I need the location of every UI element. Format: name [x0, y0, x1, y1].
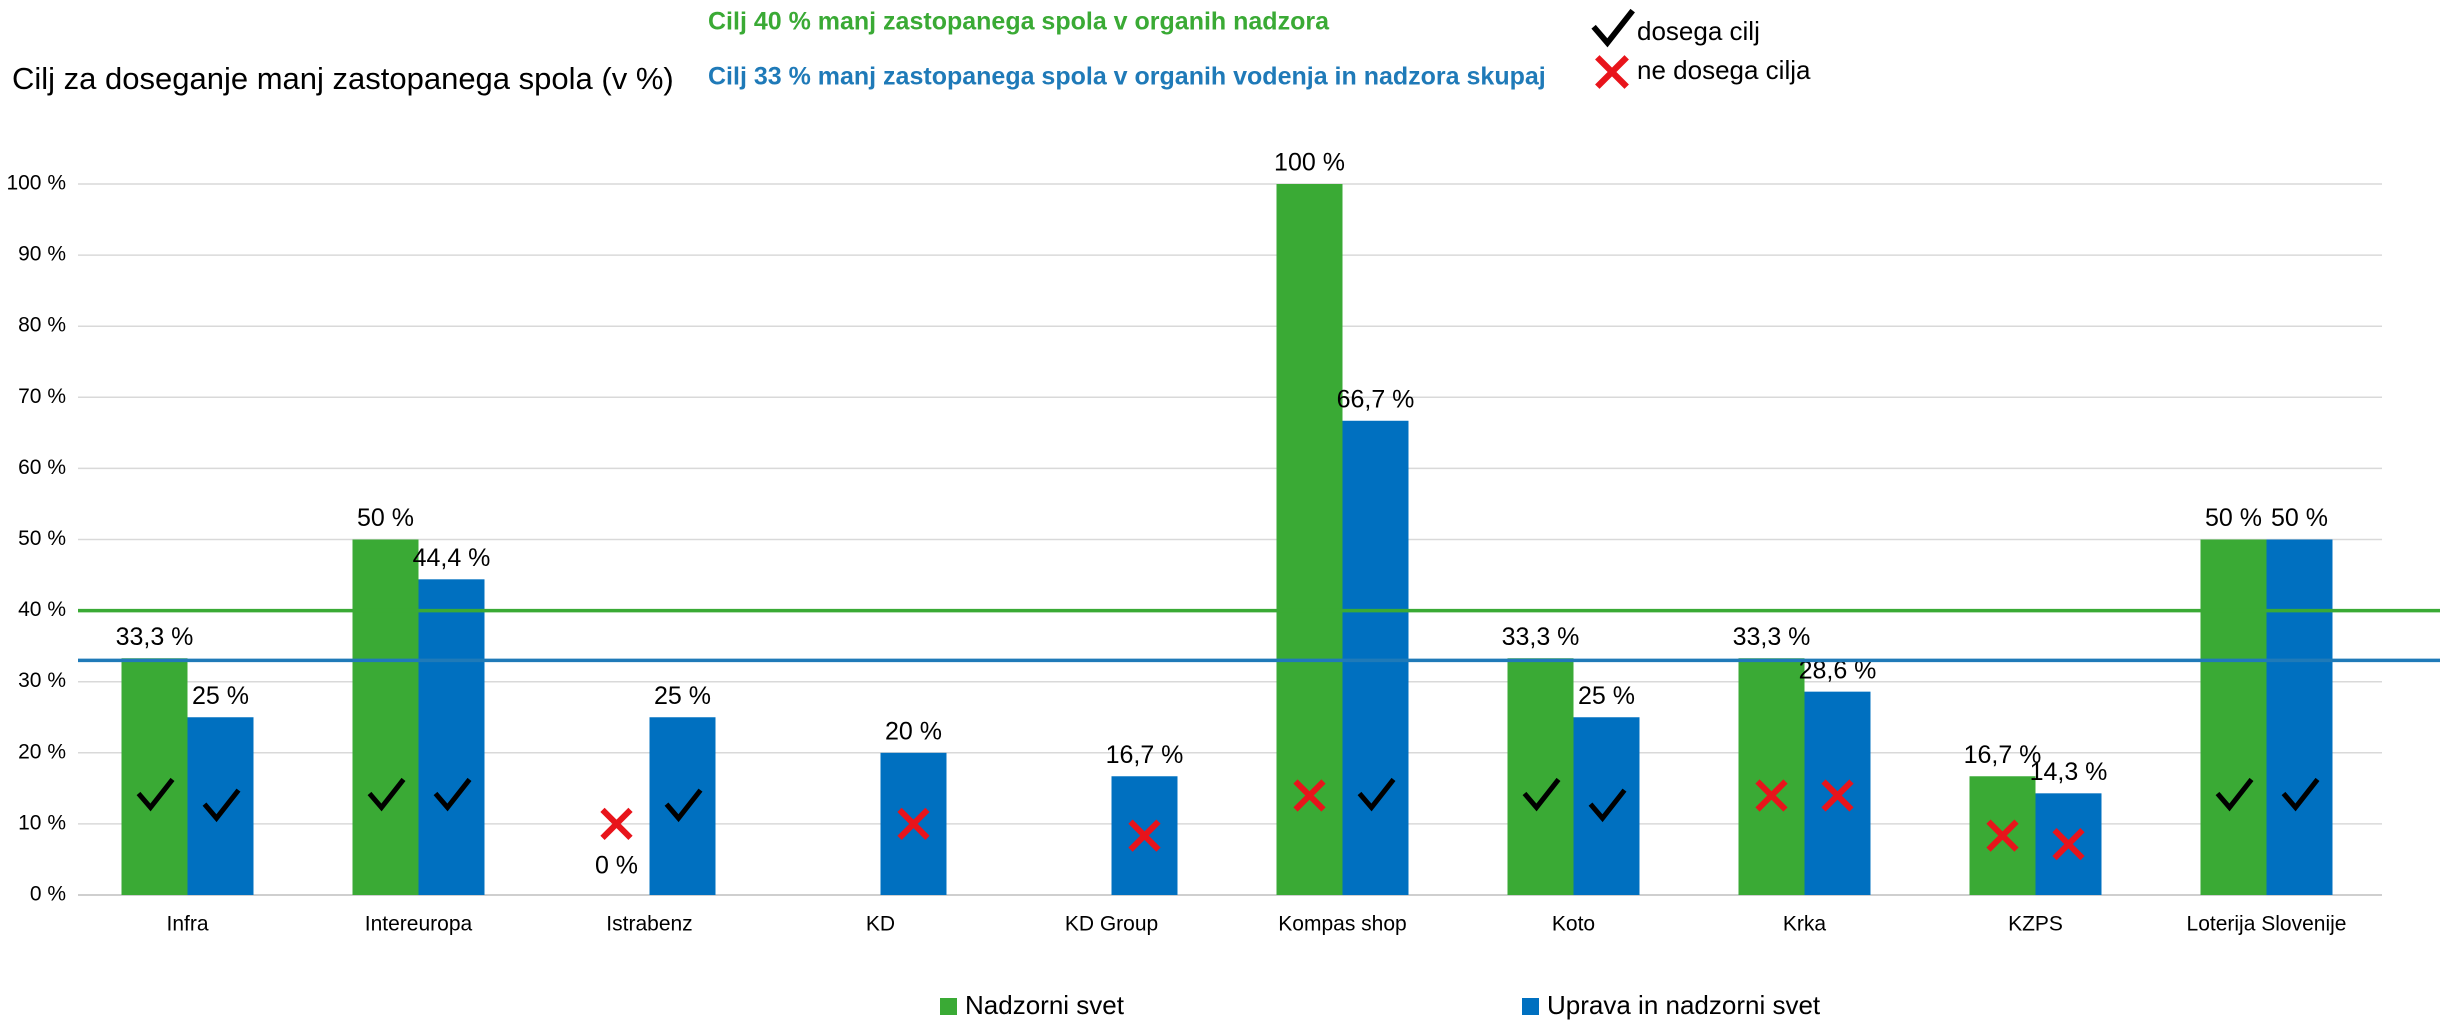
bar [1738, 658, 1805, 895]
value-label: 44,4 % [413, 544, 491, 572]
value-label: 50 % [2271, 504, 2328, 532]
status-check [136, 777, 175, 812]
legend-check [1591, 8, 1635, 48]
bar [1342, 420, 1409, 895]
x-tick-label: Infra [166, 913, 208, 936]
bar [649, 717, 716, 895]
status-check [1357, 777, 1396, 812]
legend-swatch [940, 998, 957, 1015]
status-cross [1821, 779, 1854, 812]
value-label: 20 % [885, 717, 942, 745]
value-label: 0 % [595, 852, 638, 880]
status-check [433, 777, 472, 812]
y-tick-label: 100 % [6, 172, 66, 195]
value-label: 33,3 % [1733, 623, 1811, 651]
x-tick-label: KD [866, 913, 895, 936]
status-cross [600, 807, 633, 841]
legend-label: Uprava in nadzorni svet [1547, 990, 1821, 1020]
status-cross [1293, 779, 1326, 812]
reference-label: Cilj 40 % manj zastopanega spola v organ… [708, 8, 1330, 36]
value-label: 33,3 % [1502, 623, 1580, 651]
reference-label: Cilj 33 % manj zastopanega spola v organ… [708, 63, 1546, 91]
x-tick-label: Loterija Slovenije [2187, 913, 2347, 936]
legend-label: Nadzorni svet [965, 990, 1125, 1020]
value-label: 16,7 % [1106, 741, 1184, 769]
legend-swatch [1522, 998, 1539, 1015]
x-tick-label: Koto [1552, 913, 1595, 936]
status-cross [2052, 828, 2085, 861]
x-tick-label: KZPS [2008, 913, 2063, 936]
status-cross [897, 807, 930, 841]
bar [1573, 717, 1640, 895]
chart-title: Cilj za doseganje manj zastopanega spola… [12, 61, 674, 96]
bar [2266, 539, 2333, 895]
x-tick-label: Kompas shop [1278, 913, 1406, 936]
y-tick-label: 0 % [30, 883, 66, 906]
status-check [664, 788, 703, 823]
status-check [202, 788, 241, 823]
y-tick-label: 50 % [18, 527, 66, 550]
y-tick-label: 60 % [18, 456, 66, 479]
bar [2200, 539, 2267, 895]
x-tick-label: KD Group [1065, 913, 1158, 936]
value-label: 66,7 % [1337, 385, 1415, 413]
bar [121, 658, 188, 895]
value-label: 50 % [357, 504, 414, 532]
y-tick-label: 40 % [18, 598, 66, 621]
status-cross [1128, 819, 1161, 852]
value-label: 14,3 % [2030, 758, 2108, 786]
status-cross [1755, 779, 1788, 812]
y-tick-label: 20 % [18, 740, 66, 763]
x-tick-label: Istrabenz [606, 913, 692, 936]
status-check [2215, 777, 2254, 812]
status-check [1588, 788, 1627, 823]
bar [418, 579, 485, 895]
legend-label: dosega cilj [1637, 16, 1760, 46]
y-tick-label: 70 % [18, 385, 66, 408]
bar [1507, 658, 1574, 895]
status-check [367, 777, 406, 812]
x-tick-label: Krka [1783, 913, 1827, 936]
value-label: 33,3 % [116, 623, 194, 651]
y-tick-label: 80 % [18, 314, 66, 337]
x-tick-label: Intereuropa [365, 913, 473, 936]
bar [187, 717, 254, 895]
value-label: 25 % [654, 682, 711, 710]
y-tick-label: 30 % [18, 669, 66, 692]
value-label: 25 % [192, 682, 249, 710]
status-check [1522, 777, 1561, 812]
y-tick-label: 90 % [18, 243, 66, 266]
value-label: 100 % [1274, 149, 1345, 177]
bar [352, 539, 419, 895]
status-cross [1986, 819, 2019, 852]
value-label: 50 % [2205, 504, 2262, 532]
value-label: 16,7 % [1964, 741, 2042, 769]
bar [1276, 184, 1343, 895]
value-label: 25 % [1578, 682, 1635, 710]
legend-label: ne dosega cilja [1637, 55, 1811, 85]
status-check [2281, 777, 2320, 812]
legend-cross [1595, 55, 1629, 89]
y-tick-label: 10 % [18, 811, 66, 834]
